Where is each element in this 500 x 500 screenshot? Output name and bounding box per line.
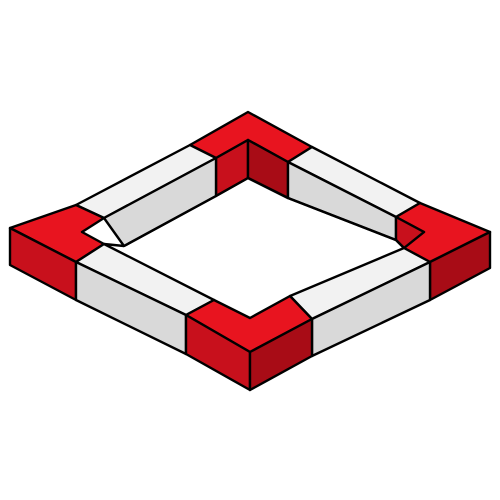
corner-block-front	[184, 294, 314, 392]
wall-back-right	[286, 145, 422, 242]
inner-opening-front-edge	[103, 242, 125, 248]
wall-back-left	[74, 143, 218, 248]
corner-front-right-face	[248, 317, 314, 392]
inner-opening-edge	[123, 176, 405, 249]
